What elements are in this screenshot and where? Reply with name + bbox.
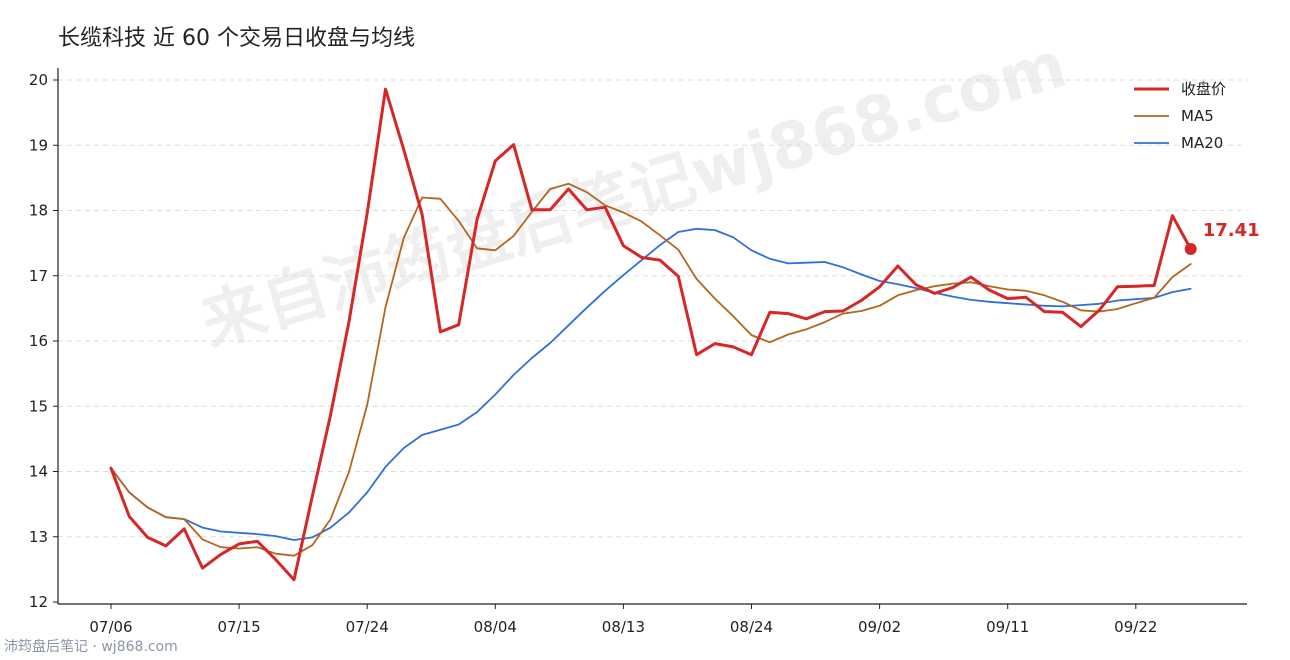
y-tick-label-14: 14 — [29, 463, 48, 481]
footer-credit: 沛筠盘后笔记 · wj868.com — [4, 639, 178, 655]
series-line-ma5 — [110, 182, 1192, 557]
y-tick-label-12: 12 — [29, 593, 48, 611]
legend-label-ma20: MA20 — [1181, 134, 1223, 152]
x-tick-label-09/02: 09/02 — [858, 618, 901, 636]
series-line-ma20 — [110, 227, 1192, 541]
last-point-marker: 17.41 — [1184, 220, 1260, 255]
x-tick-label-09/22: 09/22 — [1114, 618, 1157, 636]
legend: 收盘价 MA5 MA20 — [1134, 80, 1226, 152]
y-tick-label-15: 15 — [29, 397, 48, 415]
legend-label-ma5: MA5 — [1181, 107, 1214, 125]
x-tick-label-07/24: 07/24 — [346, 618, 389, 636]
x-tick-label-08/13: 08/13 — [602, 618, 645, 636]
y-tick-label-18: 18 — [29, 202, 48, 220]
y-axis-ticks: 12 13 14 15 16 17 18 19 20 — [29, 71, 58, 611]
y-tick-label-20: 20 — [29, 71, 48, 89]
last-point-label: 17.41 — [1203, 220, 1260, 241]
watermark: 来自沛筠盘后笔记wj868.com — [193, 28, 1075, 362]
x-tick-label-08/24: 08/24 — [730, 618, 773, 636]
x-tick-label-09/11: 09/11 — [986, 618, 1029, 636]
last-point-dot — [1184, 242, 1197, 255]
x-tick-label-08/04: 08/04 — [474, 618, 517, 636]
y-tick-label-17: 17 — [29, 267, 48, 285]
series-line-close — [109, 87, 1193, 582]
y-tick-label-13: 13 — [29, 528, 48, 546]
grid-lines — [58, 79, 1247, 538]
x-tick-label-07/15: 07/15 — [217, 618, 260, 636]
y-tick-label-19: 19 — [29, 136, 48, 154]
legend-label-close: 收盘价 — [1181, 80, 1226, 98]
series-lines — [109, 87, 1193, 582]
y-tick-label-16: 16 — [29, 332, 48, 350]
x-tick-label-07/06: 07/06 — [89, 618, 132, 636]
x-axis-ticks: 07/06 07/15 07/24 08/04 08/13 08/24 09/02 09/11… — [89, 604, 1157, 636]
chart-title: 长缆科技 近 60 个交易日收盘与均线 — [58, 26, 415, 51]
axes — [57, 68, 1247, 605]
